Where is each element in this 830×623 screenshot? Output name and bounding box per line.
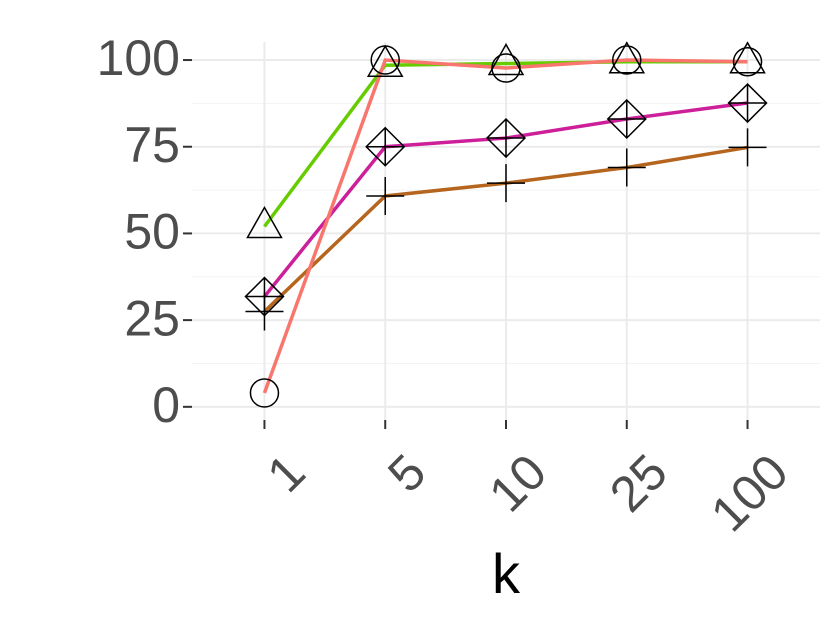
marker bbox=[487, 164, 525, 203]
y-tick-label: 100 bbox=[97, 30, 180, 86]
marker bbox=[608, 41, 646, 74]
marker bbox=[732, 47, 763, 77]
marker bbox=[612, 45, 642, 75]
y-tick-label: 75 bbox=[124, 117, 180, 173]
marker bbox=[365, 126, 406, 167]
marker bbox=[727, 82, 768, 124]
marker bbox=[487, 42, 525, 76]
y-tick-label: 50 bbox=[124, 204, 180, 260]
marker bbox=[370, 45, 400, 75]
marker bbox=[491, 53, 521, 83]
marker bbox=[606, 98, 647, 140]
marker bbox=[244, 276, 285, 317]
marker bbox=[729, 41, 766, 74]
marker bbox=[246, 205, 283, 239]
marker bbox=[607, 148, 646, 187]
y-tick-label: 25 bbox=[124, 290, 180, 346]
x-tick-label: 100 bbox=[700, 444, 799, 543]
marker bbox=[366, 44, 404, 77]
marker bbox=[728, 128, 767, 167]
marker bbox=[366, 176, 405, 215]
x-tick-label: 1 bbox=[256, 444, 315, 503]
x-tick-label: 10 bbox=[478, 444, 557, 523]
y-tick-label: 0 bbox=[152, 377, 180, 433]
x-axis-label: k bbox=[492, 542, 521, 605]
marker bbox=[249, 378, 280, 408]
marker bbox=[485, 118, 527, 159]
series-line bbox=[262, 58, 748, 394]
x-tick-label: 5 bbox=[377, 444, 436, 503]
x-tick-label: 25 bbox=[599, 444, 678, 523]
